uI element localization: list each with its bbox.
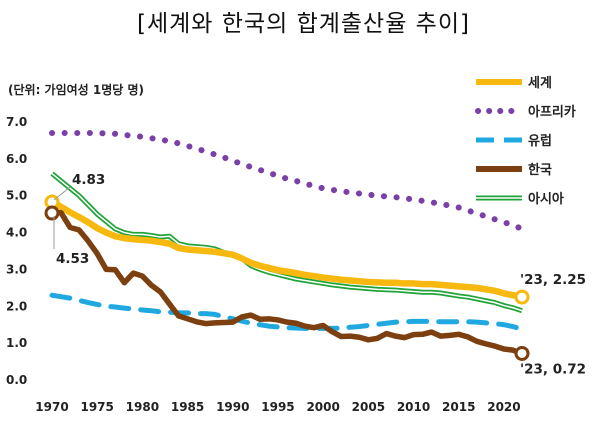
x-tick-label: 1980 xyxy=(126,400,159,414)
annotation-label: 4.83 xyxy=(72,172,105,188)
x-tick-label: 2020 xyxy=(487,400,520,414)
legend-label: 유럽 xyxy=(528,134,552,149)
y-axis: 0.0 1.0 2.0 3.0 4.0 5.0 6.0 7.0 xyxy=(6,115,27,387)
legend-item-world: 세계 xyxy=(476,76,552,91)
legend-item-africa: 아프리카 xyxy=(475,104,576,120)
legend-item-asia: 아시아 xyxy=(476,191,564,207)
x-axis: 1970 1975 1980 1985 1990 1995 2000 2005 2010 2015… xyxy=(35,400,520,414)
y-tick-label: 2.0 xyxy=(6,299,27,313)
series-line-asia xyxy=(50,171,523,314)
x-tick-label: 1990 xyxy=(216,400,249,414)
legend-label: 한국 xyxy=(528,162,552,178)
series-line-africa xyxy=(49,130,525,232)
legend-label: 아프리카 xyxy=(528,104,576,120)
marker-korea-1970 xyxy=(44,205,60,221)
legend-label: 아시아 xyxy=(528,191,564,207)
series-line-inner-asia xyxy=(51,173,523,312)
series-africa xyxy=(49,130,525,232)
legend-item-korea: 한국 xyxy=(476,162,552,178)
annotation-label: 4.53 xyxy=(56,251,89,267)
x-tick-label: 1985 xyxy=(171,400,204,414)
x-tick-label: 2010 xyxy=(397,400,430,414)
endpoint-markers xyxy=(44,194,530,361)
series-line-korea xyxy=(49,209,525,357)
annotation-label: '23, 2.25 xyxy=(520,272,586,288)
series-line-world xyxy=(48,198,526,301)
x-tick-label: 1970 xyxy=(35,400,68,414)
y-tick-label: 1.0 xyxy=(6,336,27,350)
x-tick-label: 1995 xyxy=(261,400,294,414)
marker-world-2022 xyxy=(514,289,530,305)
series-korea xyxy=(49,209,525,357)
chart-title: [세계와 한국의 합계출산율 추이] xyxy=(137,11,470,37)
y-tick-label: 4.0 xyxy=(6,226,27,240)
y-tick-label: 5.0 xyxy=(6,189,27,203)
marker-korea-2022 xyxy=(514,345,530,361)
legend-item-europe: 유럽 xyxy=(476,134,552,149)
annotation-label: '23, 0.72 xyxy=(520,361,586,377)
y-tick-label: 7.0 xyxy=(6,115,27,129)
x-tick-label: 2000 xyxy=(306,400,339,414)
x-tick-label: 1975 xyxy=(80,400,113,414)
series-line-europe xyxy=(49,292,525,332)
legend-label: 세계 xyxy=(528,76,552,91)
annotation-leader xyxy=(53,186,71,201)
unit-label: (단위: 가임여성 1명당 명) xyxy=(8,83,145,97)
series-europe xyxy=(49,292,525,332)
series-asia xyxy=(50,171,523,314)
y-tick-label: 6.0 xyxy=(6,152,27,166)
series-lines xyxy=(48,130,526,357)
series-world xyxy=(48,198,526,301)
y-tick-label: 3.0 xyxy=(6,262,27,276)
x-tick-label: 2015 xyxy=(442,400,475,414)
y-tick-label: 0.0 xyxy=(6,373,27,387)
x-tick-label: 2005 xyxy=(352,400,385,414)
annotations: 4.83 4.53 '23, 2.25 '23, 0.72 xyxy=(53,172,586,377)
